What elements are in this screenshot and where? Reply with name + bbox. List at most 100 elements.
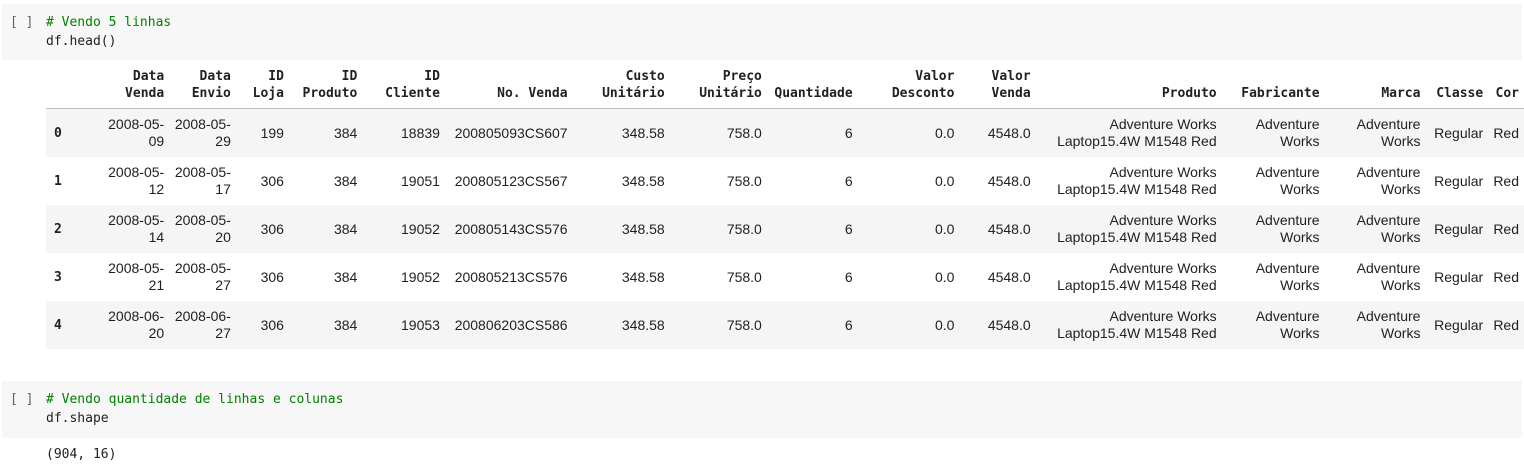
code-text: df.head() [46, 34, 117, 49]
table-cell: 6 [844, 124, 853, 141]
table-cell: 200805213CS576 [454, 268, 568, 285]
column-header: ID Cliente [362, 64, 445, 109]
table-cell: Red [1493, 172, 1519, 189]
table-cell: 199 [260, 124, 284, 141]
code-cell-head[interactable] [2, 4, 1522, 60]
row-index: 2 [54, 221, 62, 237]
table-cell: 384 [333, 172, 358, 189]
table-cell: 758.0 [726, 220, 762, 237]
table-cell: 4548.0 [987, 220, 1031, 237]
table-row: 0 2008-05- 09 2008-05- 29 199 384 18839 200805… [46, 108, 1524, 157]
column-header: Preço Unitário [669, 64, 767, 109]
table-cell: Red [1493, 268, 1519, 285]
code-comment: # Vendo 5 linhas [46, 15, 172, 30]
table-cell: Adventure Works Laptop15.4W M1548 Red [1057, 308, 1217, 341]
shape-output: (904, 16) [46, 447, 117, 462]
column-header: ID Produto [288, 64, 363, 109]
table-cell: Regular [1434, 220, 1484, 237]
table-cell: 348.58 [621, 220, 665, 237]
table-cell: 4548.0 [987, 268, 1031, 285]
table-cell: 384 [333, 220, 358, 237]
table-cell: Adventure Works [1356, 164, 1421, 197]
dataframe-table: Data Venda Data Envio ID Loja ID Produto ID … [46, 64, 1524, 349]
table-header-row: Data Venda Data Envio ID Loja ID Produto ID … [46, 64, 1524, 109]
row-index: 1 [54, 173, 62, 189]
table-cell: 0.0 [934, 316, 955, 333]
row-index: 4 [54, 317, 62, 333]
column-header: Fabricante [1221, 64, 1325, 109]
column-header: Valor Venda [959, 64, 1036, 109]
table-cell: 758.0 [726, 172, 762, 189]
table-cell: 306 [260, 220, 284, 237]
table-cell: 758.0 [726, 124, 762, 141]
column-header: Custo Unitário [572, 64, 670, 109]
table-cell: 6 [844, 172, 853, 189]
table-cell: Red [1493, 124, 1519, 141]
table-cell: 4548.0 [987, 124, 1031, 141]
table-body: 0 2008-05- 09 2008-05- 29 199 384 18839 200805… [46, 108, 1524, 349]
column-header: No. Venda [444, 64, 573, 109]
table-row: 2 2008-05- 14 2008-05- 20 306 384 19052 200805… [46, 205, 1524, 253]
run-cell-button[interactable]: [ ] [10, 15, 34, 30]
table-cell: 2008-05- 12 [108, 164, 165, 197]
table-cell: Adventure Works [1356, 260, 1421, 293]
run-cell-button[interactable]: [ ] [10, 392, 34, 407]
table-cell: Red [1493, 220, 1519, 237]
table-cell: 348.58 [621, 172, 665, 189]
table-cell: 0.0 [934, 268, 955, 285]
table-cell: 2008-05- 17 [174, 164, 231, 197]
table-cell: 348.58 [621, 268, 665, 285]
table-cell: 306 [260, 172, 284, 189]
table-cell: 0.0 [934, 172, 955, 189]
table-cell: 2008-05- 20 [174, 212, 231, 245]
table-cell: 2008-05- 27 [174, 260, 231, 293]
column-header: Cor [1488, 64, 1524, 109]
table-cell: 200806203CS586 [454, 316, 568, 333]
table-cell: 2008-05- 21 [108, 260, 165, 293]
table-cell: 306 [260, 316, 284, 333]
table-cell: Adventure Works [1356, 308, 1421, 341]
table-cell: 19052 [401, 220, 440, 237]
code-text: df.shape [46, 411, 109, 426]
table-cell: Adventure Works [1255, 116, 1320, 149]
table-cell: Regular [1434, 316, 1484, 333]
table-cell: 306 [260, 268, 284, 285]
table-cell: 200805123CS567 [454, 172, 568, 189]
row-index: 0 [54, 125, 62, 141]
table-cell: 2008-05- 14 [108, 212, 165, 245]
table-cell: 200805093CS607 [454, 124, 568, 141]
table-cell: 6 [844, 316, 853, 333]
column-header: Classe [1425, 64, 1489, 109]
code-cell-shape[interactable] [2, 381, 1522, 438]
table-cell: 384 [333, 316, 358, 333]
table-cell: Adventure Works [1255, 260, 1320, 293]
table-cell: 2008-06- 27 [174, 308, 231, 341]
column-header: Data Venda [74, 64, 170, 109]
table-cell: Adventure Works Laptop15.4W M1548 Red [1057, 164, 1217, 197]
table-row: 4 2008-06- 20 2008-06- 27 306 384 19053 200806… [46, 301, 1524, 349]
table-cell: Regular [1434, 172, 1484, 189]
table-cell: Regular [1434, 124, 1484, 141]
table-cell: Adventure Works [1255, 212, 1320, 245]
table-cell: 6 [844, 220, 853, 237]
table-cell: 200805143CS576 [454, 220, 568, 237]
column-header: Produto [1035, 64, 1222, 109]
column-header: ID Loja [235, 64, 289, 109]
table-cell: 348.58 [621, 124, 665, 141]
table-cell: 348.58 [621, 316, 665, 333]
table-cell: Adventure Works [1356, 116, 1421, 149]
table-cell: 384 [333, 124, 358, 141]
table-cell: 6 [844, 268, 853, 285]
code-comment: # Vendo quantidade de linhas e colunas [46, 392, 344, 407]
table-cell: Adventure Works [1255, 308, 1320, 341]
table-row: 3 2008-05- 21 2008-05- 27 306 384 19052 200805… [46, 253, 1524, 301]
table-cell: Adventure Works Laptop15.4W M1548 Red [1057, 212, 1217, 245]
table-cell: Adventure Works Laptop15.4W M1548 Red [1057, 260, 1217, 293]
table-cell: Red [1493, 316, 1519, 333]
table-cell: 2008-05- 09 [108, 116, 165, 149]
table-cell: 18839 [401, 124, 440, 141]
table-cell: Regular [1434, 268, 1484, 285]
dataframe-output: Data Venda Data Envio ID Loja ID Produto ID … [46, 64, 1524, 349]
column-header: Valor Desconto [857, 64, 960, 109]
table-cell: 0.0 [934, 220, 955, 237]
